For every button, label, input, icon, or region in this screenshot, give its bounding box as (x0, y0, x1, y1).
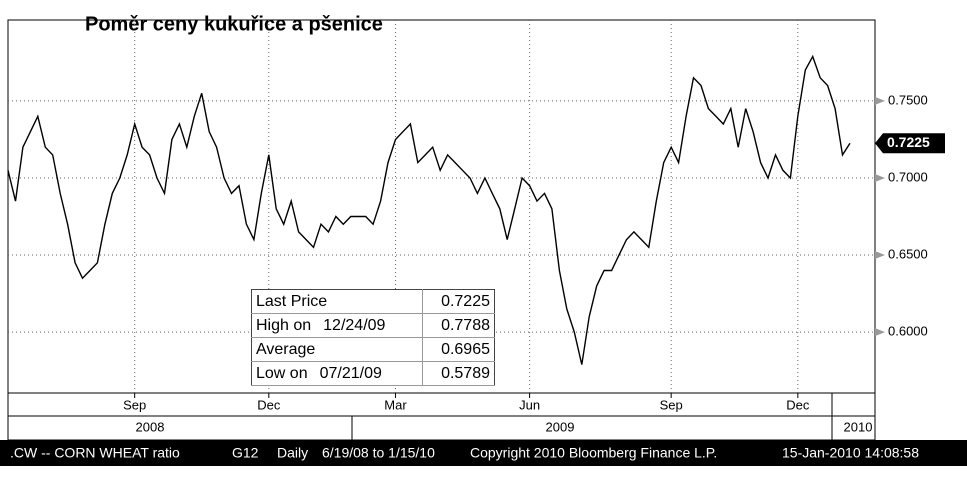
y-tick-label: 0.7500 (888, 92, 928, 107)
stats-label-cell: Last Price (251, 289, 423, 314)
footer-stamp: 15-Jan-2010 14:08:58 (782, 445, 919, 461)
stats-label: High on (256, 316, 312, 334)
footer-range: 6/19/08 to 1/15/10 (322, 445, 435, 461)
footer-texts: .CW -- CORN WHEAT ratio G12 Daily 6/19/0… (10, 445, 919, 461)
y-tick-label: 0.6500 (888, 246, 928, 261)
x-tick-label: Sep (660, 397, 683, 412)
stats-label-cell: Average (251, 337, 423, 362)
x-tick-label: Dec (786, 397, 810, 412)
stats-date: 07/21/09 (319, 364, 382, 382)
last-price-label: 0.7225 (887, 134, 930, 150)
year-label: 2008 (136, 419, 165, 434)
y-tick-label: 0.7000 (888, 169, 928, 184)
stats-row: High on 12/24/09 0.7788 (251, 313, 495, 338)
stats-row: Last Price 0.7225 (251, 289, 495, 314)
stats-label: Low on (256, 364, 308, 382)
stats-value: 0.5789 (422, 361, 495, 386)
footer-bar (0, 440, 967, 466)
x-tick-label: Dec (257, 397, 281, 412)
year-label: 2010 (844, 419, 873, 434)
x-tick-label: Sep (123, 397, 146, 412)
y-tick-mark (875, 251, 885, 260)
y-tick-mark (875, 173, 885, 182)
price-line (7, 54, 851, 365)
stats-value: 0.7788 (422, 313, 495, 338)
y-tick-mark (875, 328, 885, 337)
stats-value: 0.7225 (422, 289, 495, 314)
footer-freq: Daily (277, 445, 308, 461)
year-label: 2009 (546, 419, 575, 434)
y-tick-label: 0.6000 (888, 324, 928, 339)
footer-ticker: .CW -- CORN WHEAT ratio (10, 445, 180, 461)
stats-label-cell: High on 12/24/09 (251, 313, 423, 338)
chart-title: Poměr ceny kukuřice a pšenice (85, 13, 383, 35)
y-tick-mark (875, 96, 885, 105)
stats-date: 12/24/09 (323, 316, 386, 334)
stats-label: Last Price (256, 292, 328, 310)
stats-label: Average (256, 340, 316, 358)
stats-label-cell: Low on 07/21/09 (251, 361, 423, 386)
stats-row: Average 0.6965 (251, 337, 495, 362)
x-tick-label: Jun (519, 397, 540, 412)
stats-box: Last Price 0.7225 High on 12/24/09 0.7788 Ave… (251, 289, 495, 386)
footer-code: G12 (232, 445, 259, 461)
stats-value: 0.6965 (422, 337, 495, 362)
x-tick-label: Mar (384, 397, 407, 412)
last-price-tag (875, 133, 945, 154)
stats-row: Low on 07/21/09 0.5789 (251, 361, 495, 386)
footer-copyright: Copyright 2010 Bloomberg Finance L.P. (470, 445, 717, 461)
